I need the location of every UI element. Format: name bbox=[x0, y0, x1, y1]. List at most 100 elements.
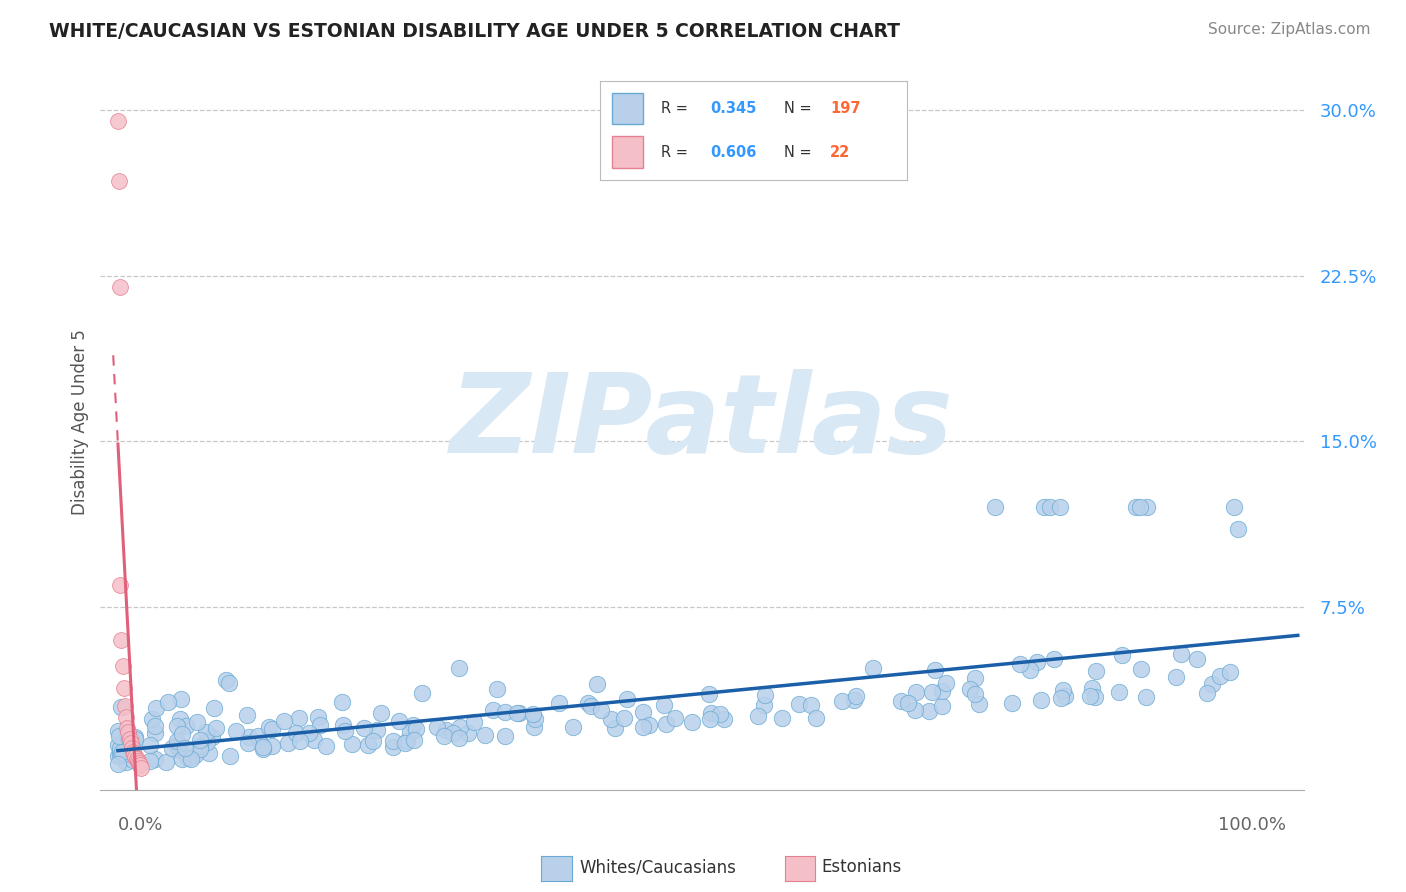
Point bbox=[1019, 664, 1042, 678]
Point bbox=[1125, 500, 1147, 515]
Point bbox=[174, 719, 197, 733]
Point bbox=[482, 703, 505, 717]
Point bbox=[259, 720, 281, 734]
Point bbox=[302, 732, 325, 747]
Point bbox=[548, 696, 571, 710]
Point bbox=[169, 712, 191, 726]
Point bbox=[959, 681, 981, 696]
Point bbox=[1129, 500, 1152, 515]
Point bbox=[709, 706, 731, 721]
Text: 100.0%: 100.0% bbox=[1218, 816, 1286, 834]
Point bbox=[195, 735, 218, 749]
Point bbox=[124, 730, 146, 744]
Point bbox=[315, 739, 337, 754]
Point bbox=[433, 729, 456, 743]
Point bbox=[441, 726, 464, 740]
Point bbox=[1170, 648, 1192, 662]
Point bbox=[1008, 657, 1031, 671]
Point bbox=[655, 716, 678, 731]
Point bbox=[522, 706, 544, 721]
Point bbox=[633, 720, 655, 734]
Point bbox=[1025, 655, 1047, 669]
Point bbox=[107, 757, 129, 772]
Point bbox=[434, 723, 457, 737]
Point bbox=[141, 712, 163, 726]
Point bbox=[198, 746, 221, 760]
Point bbox=[1201, 677, 1223, 691]
Point bbox=[114, 755, 136, 769]
Point bbox=[449, 661, 471, 675]
Point bbox=[160, 741, 183, 756]
Point bbox=[120, 747, 142, 761]
Point bbox=[890, 694, 912, 708]
Point bbox=[215, 673, 238, 687]
Point bbox=[1052, 683, 1074, 698]
Text: ZIPatlas: ZIPatlas bbox=[450, 369, 953, 476]
Point bbox=[180, 752, 202, 766]
Text: WHITE/CAUCASIAN VS ESTONIAN DISABILITY AGE UNDER 5 CORRELATION CHART: WHITE/CAUCASIAN VS ESTONIAN DISABILITY A… bbox=[49, 22, 900, 41]
Point bbox=[155, 755, 177, 769]
Point bbox=[449, 731, 471, 746]
Point bbox=[754, 688, 776, 702]
Point bbox=[1223, 500, 1246, 515]
Point bbox=[188, 741, 211, 756]
Point bbox=[983, 500, 1005, 515]
Point bbox=[110, 748, 132, 763]
Point bbox=[523, 713, 546, 727]
Point bbox=[110, 700, 132, 714]
Point bbox=[681, 714, 703, 729]
Point bbox=[699, 712, 721, 726]
Point bbox=[110, 632, 132, 647]
Point bbox=[508, 706, 530, 721]
Point bbox=[1078, 690, 1101, 704]
Point bbox=[396, 734, 419, 748]
Point bbox=[262, 739, 284, 754]
Point bbox=[122, 745, 145, 759]
Point bbox=[273, 714, 295, 728]
Point bbox=[1227, 522, 1250, 536]
Point bbox=[121, 734, 143, 748]
Point bbox=[494, 705, 516, 719]
Point bbox=[188, 739, 211, 753]
Point bbox=[918, 704, 941, 718]
Point bbox=[128, 756, 150, 771]
Point bbox=[118, 731, 141, 746]
Point bbox=[108, 577, 131, 591]
Point bbox=[121, 740, 143, 755]
Point bbox=[332, 695, 354, 709]
Point bbox=[247, 729, 270, 743]
Point bbox=[188, 733, 211, 747]
Point bbox=[108, 279, 131, 293]
Point bbox=[924, 664, 946, 678]
Text: 0.0%: 0.0% bbox=[118, 816, 163, 834]
Point bbox=[1136, 500, 1159, 515]
Point bbox=[485, 682, 508, 697]
Point bbox=[931, 684, 953, 698]
Point bbox=[172, 752, 194, 766]
Point bbox=[107, 729, 129, 743]
Point bbox=[108, 748, 131, 763]
Point bbox=[1111, 648, 1133, 663]
Point bbox=[394, 736, 416, 750]
Point bbox=[353, 721, 375, 735]
Point bbox=[166, 719, 188, 733]
Point bbox=[170, 727, 193, 741]
Point bbox=[307, 709, 329, 723]
Point bbox=[186, 714, 208, 729]
Point bbox=[404, 733, 426, 747]
Point bbox=[177, 751, 200, 765]
Point bbox=[969, 697, 991, 711]
Point bbox=[174, 741, 197, 756]
Point bbox=[363, 734, 385, 748]
Point bbox=[747, 709, 769, 723]
Point bbox=[586, 677, 609, 691]
Point bbox=[120, 736, 142, 750]
Point bbox=[115, 737, 138, 751]
Point bbox=[118, 731, 141, 745]
Point bbox=[308, 718, 330, 732]
Point bbox=[1001, 696, 1024, 710]
Point bbox=[562, 720, 585, 734]
Point bbox=[664, 711, 686, 725]
Point bbox=[288, 711, 311, 725]
Point bbox=[143, 726, 166, 740]
